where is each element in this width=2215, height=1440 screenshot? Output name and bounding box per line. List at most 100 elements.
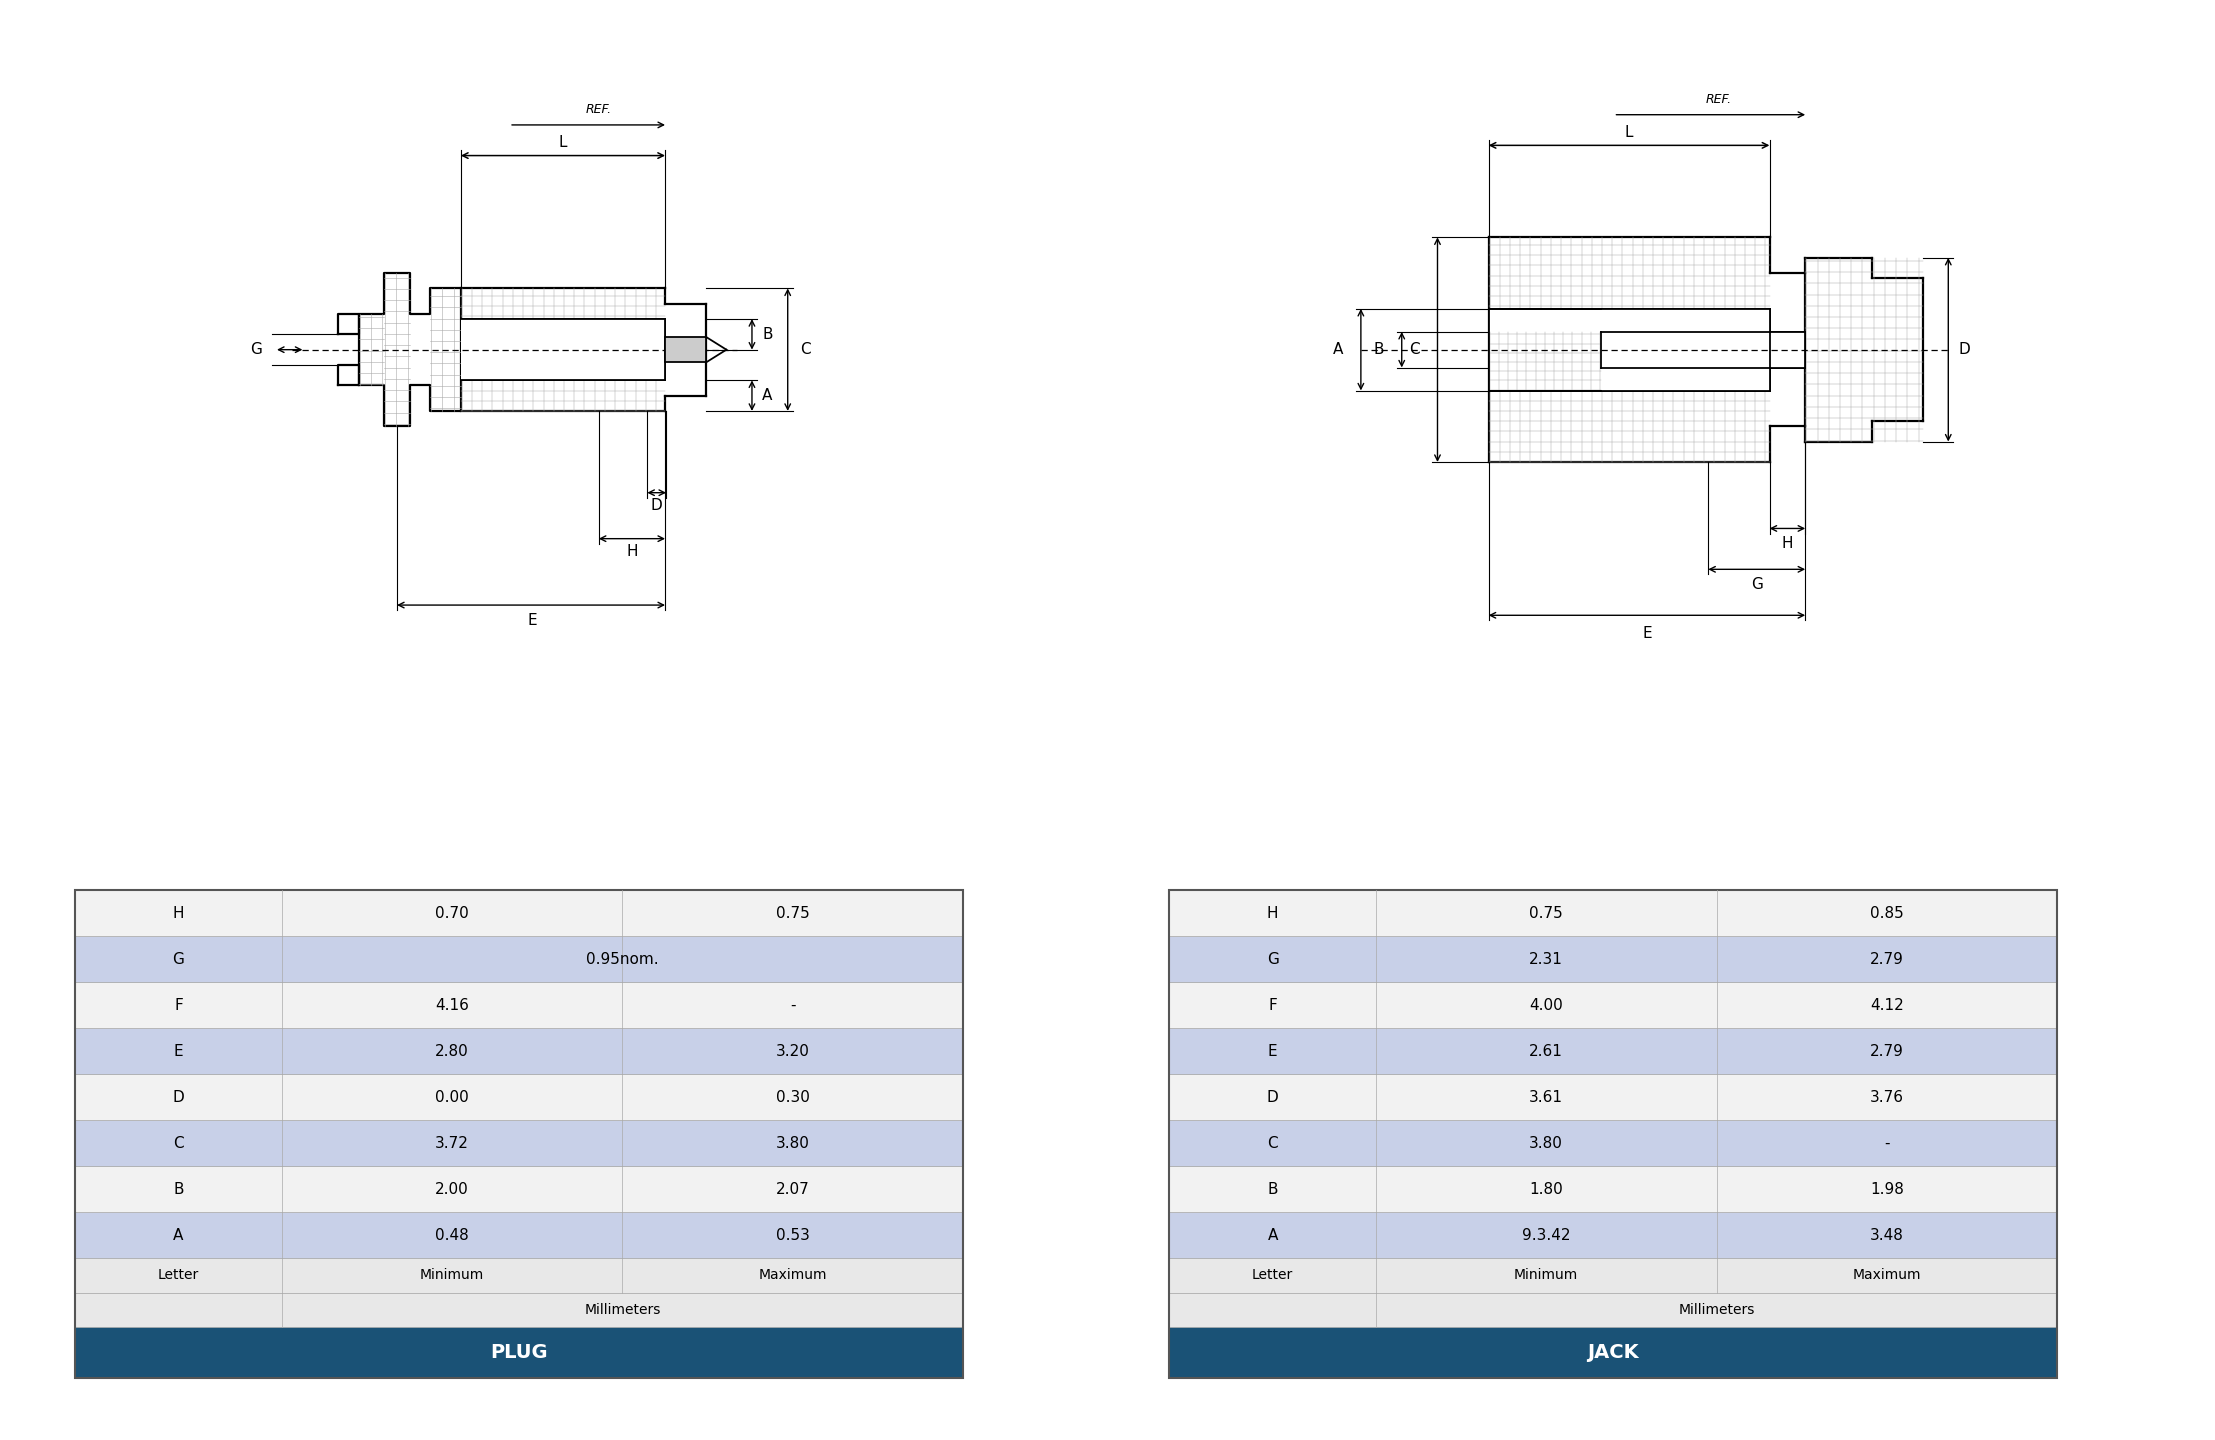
Text: A: A [1267,1228,1278,1243]
FancyBboxPatch shape [1170,1328,2058,1378]
Text: 9.3.42: 9.3.42 [1522,1228,1570,1243]
Text: 2.07: 2.07 [775,1182,808,1197]
FancyBboxPatch shape [75,1028,964,1074]
FancyBboxPatch shape [1170,1293,2058,1328]
Text: D: D [651,498,662,513]
Text: Millimeters: Millimeters [585,1303,660,1316]
FancyBboxPatch shape [1170,1120,2058,1166]
Text: C: C [800,343,811,357]
Text: 1.80: 1.80 [1528,1182,1564,1197]
Text: JACK: JACK [1588,1344,1639,1362]
Text: C: C [1409,343,1420,357]
Text: L: L [1626,125,1632,140]
Text: 0.30: 0.30 [775,1090,811,1104]
Text: 4.12: 4.12 [1869,998,1903,1012]
Text: G: G [250,343,261,357]
FancyBboxPatch shape [1170,1212,2058,1259]
Text: B: B [762,327,773,341]
Text: H: H [627,544,638,559]
Polygon shape [1601,331,1805,367]
FancyBboxPatch shape [75,890,964,936]
Text: Letter: Letter [1251,1269,1294,1283]
Polygon shape [461,320,664,380]
Text: 2.79: 2.79 [1869,952,1903,966]
Text: F: F [175,998,184,1012]
Text: -: - [791,998,795,1012]
FancyBboxPatch shape [1170,936,2058,982]
Text: C: C [1267,1136,1278,1151]
Text: 0.75: 0.75 [1528,906,1564,920]
Text: 0.00: 0.00 [434,1090,470,1104]
Text: B: B [173,1182,184,1197]
Text: Minimum: Minimum [1515,1269,1579,1283]
Text: E: E [1267,1044,1278,1058]
Text: 4.16: 4.16 [434,998,470,1012]
FancyBboxPatch shape [75,936,964,982]
FancyBboxPatch shape [75,1212,964,1259]
FancyBboxPatch shape [75,1120,964,1166]
FancyBboxPatch shape [1170,1074,2058,1120]
FancyBboxPatch shape [1170,890,2058,936]
Text: E: E [527,613,536,628]
Text: 0.95nom.: 0.95nom. [587,952,658,966]
Text: A: A [762,389,773,403]
Text: D: D [1958,343,1971,357]
Text: Minimum: Minimum [421,1269,485,1283]
FancyBboxPatch shape [1170,1259,2058,1293]
Text: 4.00: 4.00 [1528,998,1564,1012]
Text: 3.80: 3.80 [1528,1136,1564,1151]
Text: 3.80: 3.80 [775,1136,811,1151]
Text: Maximum: Maximum [1852,1269,1920,1283]
Text: G: G [173,952,184,966]
Text: 2.00: 2.00 [434,1182,470,1197]
Text: 2.80: 2.80 [434,1044,470,1058]
FancyBboxPatch shape [75,1074,964,1120]
FancyBboxPatch shape [1170,982,2058,1028]
Text: B: B [1267,1182,1278,1197]
Text: 3.48: 3.48 [1869,1228,1903,1243]
Text: E: E [173,1044,184,1058]
Text: Letter: Letter [157,1269,199,1283]
Text: D: D [1267,1090,1278,1104]
Text: 3.72: 3.72 [434,1136,470,1151]
Text: B: B [1373,343,1384,357]
Text: A: A [1333,343,1342,357]
Text: -: - [1885,1136,1889,1151]
Text: REF.: REF. [1706,94,1732,107]
Text: 2.79: 2.79 [1869,1044,1903,1058]
Text: 3.76: 3.76 [1869,1090,1905,1104]
Text: 0.75: 0.75 [775,906,808,920]
Text: A: A [173,1228,184,1243]
FancyBboxPatch shape [75,1293,964,1328]
Polygon shape [664,337,707,363]
Text: C: C [173,1136,184,1151]
FancyBboxPatch shape [1170,1166,2058,1212]
Text: D: D [173,1090,184,1104]
Text: G: G [1267,952,1278,966]
Text: 3.20: 3.20 [775,1044,811,1058]
Text: 1.98: 1.98 [1869,1182,1903,1197]
Text: H: H [1267,906,1278,920]
Text: H: H [173,906,184,920]
Text: 0.48: 0.48 [434,1228,470,1243]
Text: 2.31: 2.31 [1528,952,1564,966]
Text: 0.53: 0.53 [775,1228,811,1243]
Text: 3.61: 3.61 [1528,1090,1564,1104]
Text: H: H [1781,536,1794,552]
Text: 2.61: 2.61 [1528,1044,1564,1058]
Text: Maximum: Maximum [758,1269,826,1283]
Text: REF.: REF. [585,104,611,117]
Text: E: E [1641,625,1652,641]
Text: G: G [1750,577,1763,592]
Text: Millimeters: Millimeters [1679,1303,1754,1316]
FancyBboxPatch shape [75,1259,964,1293]
Text: F: F [1269,998,1278,1012]
FancyBboxPatch shape [75,1328,964,1378]
Text: PLUG: PLUG [490,1344,547,1362]
Text: L: L [558,135,567,150]
Polygon shape [1488,308,1770,390]
FancyBboxPatch shape [75,982,964,1028]
FancyBboxPatch shape [75,1166,964,1212]
Text: 0.70: 0.70 [434,906,470,920]
FancyBboxPatch shape [1170,1028,2058,1074]
